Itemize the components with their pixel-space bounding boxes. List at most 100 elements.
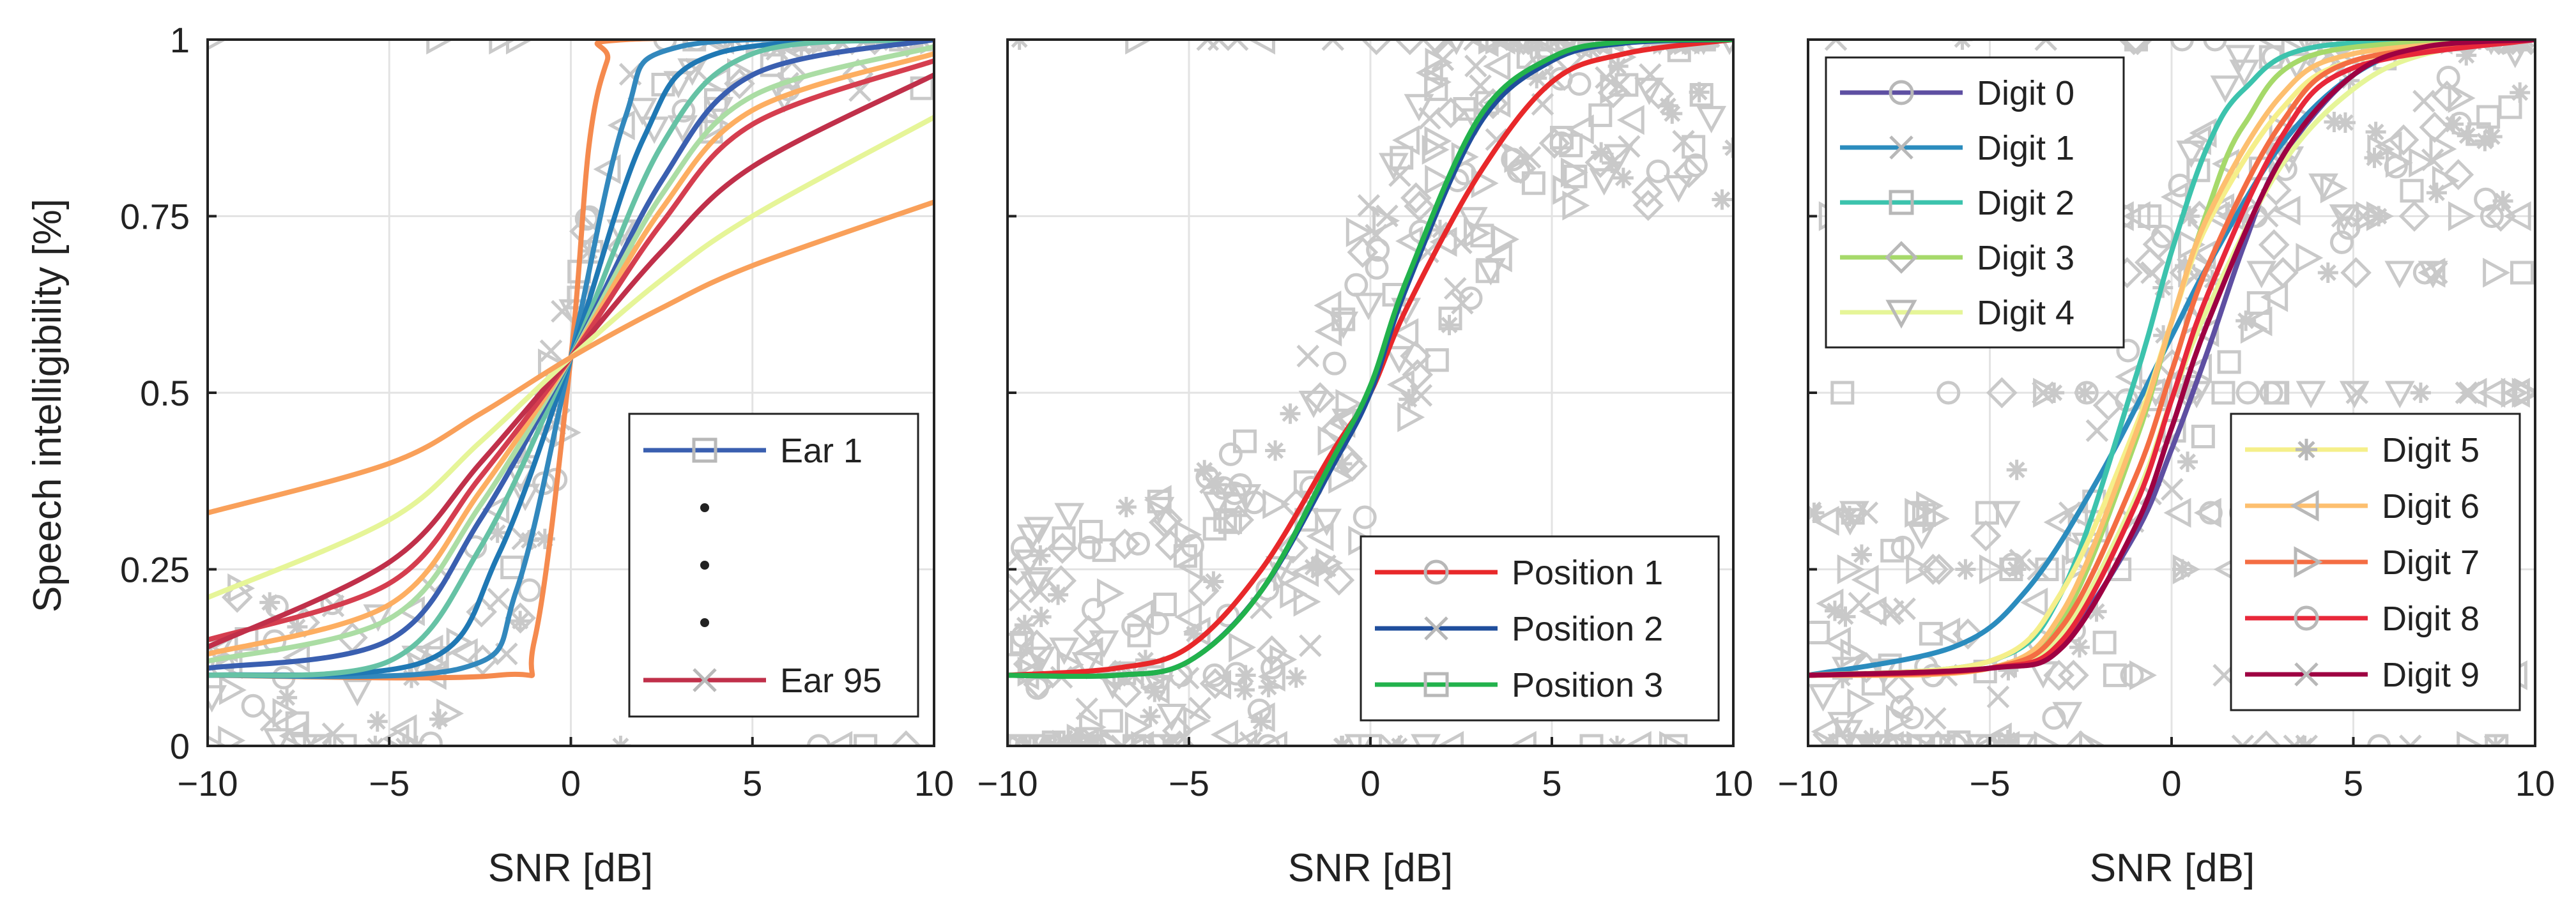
scatter-marker xyxy=(208,40,227,50)
scatter-marker xyxy=(1549,66,1573,91)
scatter-marker xyxy=(1505,153,1537,184)
scatter-marker xyxy=(2429,133,2457,164)
scatter-marker xyxy=(1030,545,1051,566)
scatter-marker xyxy=(1404,190,1436,222)
scatter-marker xyxy=(1208,40,1230,51)
scatter-marker xyxy=(208,735,227,746)
scatter-marker xyxy=(1175,550,1203,581)
legend-marker xyxy=(2294,662,2319,687)
scatter-marker xyxy=(2267,257,2299,289)
scatter-marker xyxy=(2467,122,2491,146)
scatter-marker xyxy=(1223,504,1255,536)
scatter-marker xyxy=(1830,381,1855,405)
scatter-marker xyxy=(1643,78,1675,110)
scatter-marker xyxy=(2281,40,2309,55)
scatter-marker xyxy=(2455,381,2478,404)
scatter-marker xyxy=(2020,588,2048,618)
scatter-marker xyxy=(2388,124,2419,156)
scatter-marker xyxy=(1331,307,1356,331)
scatter-marker xyxy=(1210,719,1238,746)
scatter-marker xyxy=(1347,236,1379,268)
scatter-marker xyxy=(1970,520,2002,552)
scatter-marker xyxy=(1992,731,2020,746)
scatter-marker xyxy=(699,40,727,55)
scatter-marker xyxy=(1924,707,1947,730)
legend-marker xyxy=(1423,559,1449,585)
scatter-marker xyxy=(2042,706,2066,730)
scatter-marker xyxy=(1078,712,1107,743)
legend: Ear 1 Ear 95 xyxy=(628,413,919,718)
x-tick-label: −5 xyxy=(1970,763,2011,803)
scatter-marker xyxy=(1435,97,1467,128)
scatter-marker xyxy=(1634,77,1664,105)
scatter-marker xyxy=(1188,575,1220,607)
scatter-marker xyxy=(1808,684,1838,712)
scatter-marker xyxy=(2496,40,2518,51)
scatter-marker xyxy=(1933,617,1961,648)
scatter-marker xyxy=(1124,711,1153,741)
scatter-marker xyxy=(1657,95,1678,116)
scatter-marker xyxy=(2034,731,2062,746)
scatter-marker xyxy=(1235,665,1256,686)
scatter-marker xyxy=(1280,403,1301,424)
scatter-marker xyxy=(1607,56,1629,77)
scatter-marker xyxy=(218,725,246,746)
scatter-marker xyxy=(1174,519,1202,550)
legend-label: Digit 3 xyxy=(1977,239,2074,277)
scatter-marker xyxy=(1424,126,1452,156)
scatter-marker xyxy=(1328,464,1356,494)
legend-marker xyxy=(1889,135,1913,160)
scatter-marker xyxy=(1232,429,1257,453)
scatter-marker xyxy=(1808,503,1825,524)
scatter-marker xyxy=(1023,567,1054,595)
x-tick-label: 0 xyxy=(561,763,581,803)
scatter-marker xyxy=(1052,526,1076,550)
scatter-marker xyxy=(1176,667,1200,690)
scatter-marker xyxy=(1563,164,1588,188)
scatter-marker xyxy=(1823,626,1851,657)
scatter-marker xyxy=(1409,384,1433,407)
scatter-marker xyxy=(1672,130,1695,153)
legend-label: Position 3 xyxy=(1512,666,1663,704)
scatter-marker xyxy=(1469,74,1492,97)
scatter-marker xyxy=(1285,667,1307,688)
x-axis-label-middle: SNR [dB] xyxy=(1288,846,1453,890)
scatter-marker xyxy=(1380,734,1404,746)
scatter-marker xyxy=(1425,47,1453,78)
scatter-marker xyxy=(2191,425,2215,449)
scatter-marker xyxy=(1092,538,1116,562)
scatter-marker xyxy=(1936,381,1961,405)
scatter-marker xyxy=(707,40,734,55)
scatter-marker xyxy=(2092,390,2124,421)
scatter-marker xyxy=(2161,478,2184,501)
scatter-marker xyxy=(1048,584,1069,605)
scatter-marker xyxy=(859,40,891,56)
x-tick-label: 5 xyxy=(2343,763,2363,803)
scatter-marker xyxy=(1485,40,1513,55)
scatter-marker xyxy=(1613,167,1634,188)
scatter-marker xyxy=(1025,646,1055,674)
legend-label: Digit 1 xyxy=(1977,129,2074,167)
scatter-marker xyxy=(2334,112,2356,133)
scatter-marker xyxy=(1411,734,1441,746)
scatter-marker xyxy=(2244,306,2273,337)
scatter-marker xyxy=(2481,126,2503,148)
scatter-marker xyxy=(1415,57,1443,88)
x-tick-label: −10 xyxy=(1778,763,1839,803)
scatter-marker xyxy=(1886,704,1913,735)
scatter-marker xyxy=(1097,578,1125,609)
scatter-marker xyxy=(1148,734,1172,746)
scatter-marker xyxy=(2074,383,2095,403)
scatter-marker xyxy=(2000,552,2025,577)
series-line-digit-9 xyxy=(1808,40,2535,678)
scatter-marker xyxy=(1664,734,1688,746)
scatter-marker xyxy=(1859,596,1887,626)
scatter-marker xyxy=(1293,586,1321,617)
scatter-marker xyxy=(1883,673,1915,705)
scatter-marker xyxy=(2448,201,2476,231)
scatter-marker xyxy=(1194,460,1215,481)
scatter-marker xyxy=(1256,734,1280,746)
scatter-marker xyxy=(579,241,600,262)
scatter-marker xyxy=(2175,255,2196,277)
scatter-marker xyxy=(1234,679,1255,701)
